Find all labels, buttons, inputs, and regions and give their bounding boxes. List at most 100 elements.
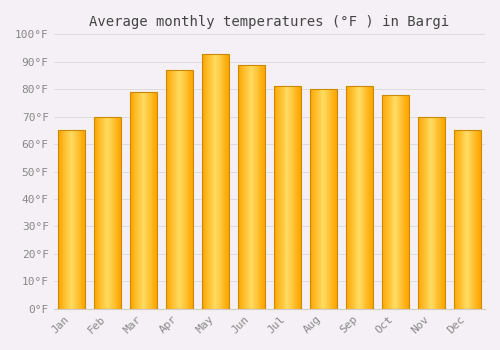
Bar [440, 117, 441, 309]
Bar [420, 117, 421, 309]
Bar [436, 117, 438, 309]
Bar [250, 64, 252, 309]
Bar [245, 64, 246, 309]
Bar [386, 95, 387, 309]
Bar [172, 70, 173, 309]
Bar [352, 86, 353, 309]
Bar [426, 117, 428, 309]
Bar [190, 70, 191, 309]
Bar [418, 117, 444, 309]
Bar [456, 131, 457, 309]
Bar [389, 95, 390, 309]
Bar [430, 117, 431, 309]
Bar [211, 54, 212, 309]
Bar [254, 64, 255, 309]
Bar [192, 70, 193, 309]
Bar [358, 86, 359, 309]
Bar [70, 131, 72, 309]
Bar [366, 86, 368, 309]
Bar [432, 117, 433, 309]
Bar [335, 89, 336, 309]
Bar [294, 86, 296, 309]
Bar [142, 92, 144, 309]
Bar [466, 131, 467, 309]
Bar [106, 117, 108, 309]
Bar [210, 54, 211, 309]
Bar [418, 117, 420, 309]
Bar [240, 64, 242, 309]
Bar [431, 117, 432, 309]
Bar [258, 64, 260, 309]
Bar [472, 131, 474, 309]
Bar [110, 117, 111, 309]
Bar [104, 117, 105, 309]
Bar [260, 64, 261, 309]
Bar [315, 89, 316, 309]
Bar [291, 86, 292, 309]
Bar [94, 117, 95, 309]
Bar [478, 131, 480, 309]
Bar [152, 92, 154, 309]
Bar [296, 86, 297, 309]
Bar [458, 131, 459, 309]
Bar [246, 64, 247, 309]
Bar [382, 95, 408, 309]
Bar [324, 89, 325, 309]
Bar [326, 89, 327, 309]
Bar [168, 70, 170, 309]
Bar [397, 95, 398, 309]
Bar [95, 117, 96, 309]
Bar [176, 70, 178, 309]
Bar [183, 70, 184, 309]
Bar [441, 117, 442, 309]
Bar [281, 86, 282, 309]
Bar [274, 86, 276, 309]
Bar [154, 92, 155, 309]
Bar [228, 54, 229, 309]
Bar [370, 86, 371, 309]
Bar [346, 86, 372, 309]
Bar [188, 70, 190, 309]
Bar [212, 54, 214, 309]
Bar [60, 131, 61, 309]
Bar [119, 117, 120, 309]
Bar [202, 54, 203, 309]
Bar [191, 70, 192, 309]
Bar [180, 70, 181, 309]
Bar [148, 92, 149, 309]
Bar [334, 89, 335, 309]
Bar [332, 89, 333, 309]
Bar [290, 86, 291, 309]
Bar [405, 95, 406, 309]
Bar [477, 131, 478, 309]
Bar [150, 92, 152, 309]
Bar [139, 92, 140, 309]
Bar [96, 117, 97, 309]
Title: Average monthly temperatures (°F ) in Bargi: Average monthly temperatures (°F ) in Ba… [89, 15, 450, 29]
Bar [238, 64, 265, 309]
Bar [312, 89, 314, 309]
Bar [130, 92, 157, 309]
Bar [217, 54, 218, 309]
Bar [468, 131, 469, 309]
Bar [317, 89, 318, 309]
Bar [156, 92, 157, 309]
Bar [476, 131, 477, 309]
Bar [474, 131, 475, 309]
Bar [69, 131, 70, 309]
Bar [274, 86, 301, 309]
Bar [475, 131, 476, 309]
Bar [363, 86, 364, 309]
Bar [216, 54, 217, 309]
Bar [76, 131, 77, 309]
Bar [424, 117, 425, 309]
Bar [360, 86, 361, 309]
Bar [403, 95, 404, 309]
Bar [79, 131, 80, 309]
Bar [385, 95, 386, 309]
Bar [328, 89, 330, 309]
Bar [364, 86, 366, 309]
Bar [167, 70, 168, 309]
Bar [222, 54, 224, 309]
Bar [209, 54, 210, 309]
